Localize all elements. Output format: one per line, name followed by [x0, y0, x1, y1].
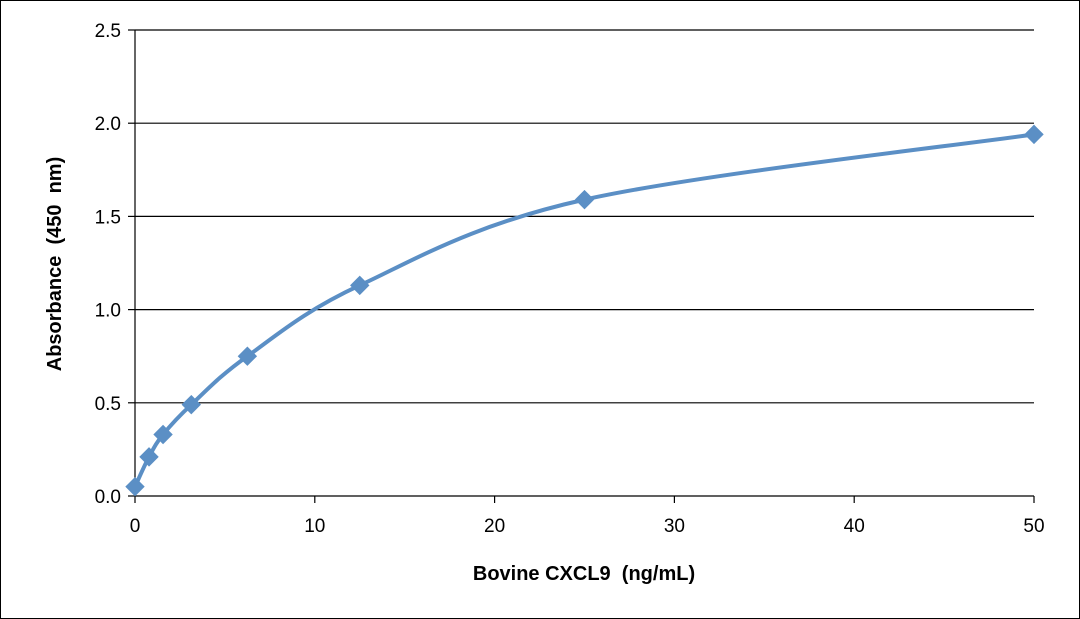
x-tick-label: 40 — [844, 516, 865, 537]
data-point-marker — [181, 394, 201, 415]
series-layer — [125, 124, 1044, 497]
y-tick-label: 2.0 — [95, 114, 121, 135]
y-tick-label: 0.0 — [95, 487, 121, 508]
x-tick-label: 10 — [304, 516, 325, 537]
x-tick-label: 20 — [484, 516, 505, 537]
data-point-marker — [237, 346, 258, 366]
x-axis-title: Bovine CXCL9 (ng/mL) — [473, 563, 695, 585]
data-point-marker — [1024, 124, 1044, 145]
x-tick-label: 30 — [664, 516, 685, 537]
x-tick-label: 0 — [130, 516, 141, 537]
labels-layer: Bovine CXCL9 (ng/mL) Absorbance (450 nm)… — [44, 21, 1045, 585]
x-tick-label: 50 — [1023, 516, 1044, 537]
y-tick-label: 2.5 — [95, 21, 121, 42]
data-point-marker — [125, 476, 145, 497]
series-line — [133, 132, 1036, 489]
y-tick-label: 0.5 — [95, 394, 121, 415]
axes-layer — [128, 29, 1035, 503]
data-point-marker — [153, 424, 173, 445]
data-point-marker — [574, 189, 595, 210]
y-axis-title: Absorbance (450 nm) — [44, 157, 66, 372]
y-tick-label: 1.0 — [95, 301, 121, 322]
data-point-marker — [350, 275, 370, 296]
data-point-marker — [139, 447, 159, 467]
grid-layer — [135, 29, 1034, 404]
y-tick-label: 1.5 — [95, 207, 121, 228]
